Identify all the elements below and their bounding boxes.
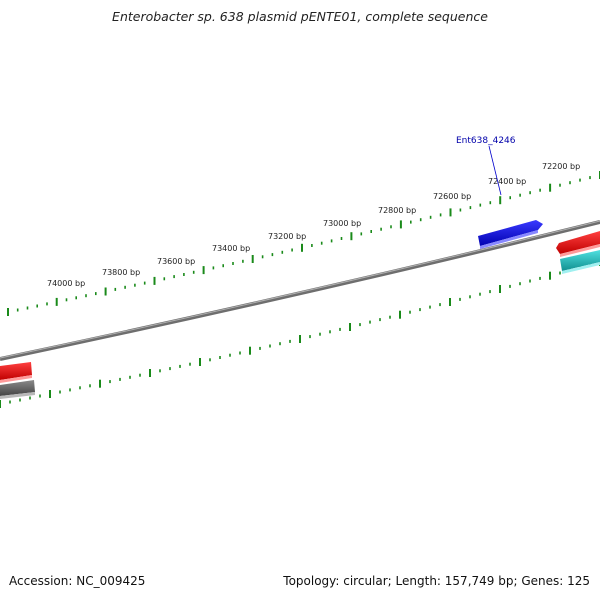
gene-forward-red-left[interactable] <box>0 362 32 383</box>
scale-label-74000: 74000 bp <box>47 279 85 288</box>
scale-label-72600: 72600 bp <box>433 192 471 201</box>
accession-text: Accession: NC_009425 <box>9 574 146 588</box>
gene-reverse-cyan-right[interactable] <box>560 250 600 274</box>
scale-label-73600: 73600 bp <box>157 257 195 266</box>
gene-label-leader-line <box>488 145 502 196</box>
map-title: Enterobacter sp. 638 plasmid pENTE01, co… <box>112 9 488 24</box>
scale-label-72400: 72400 bp <box>488 177 526 186</box>
scale-label-72200: 72200 bp <box>542 162 580 171</box>
outer-tick-ring <box>7 171 600 316</box>
plasmid-backbone <box>0 220 600 361</box>
scale-label-73400: 73400 bp <box>212 244 250 253</box>
inner-tick-ring <box>0 258 600 408</box>
gene-ent638-4246[interactable] <box>478 220 543 249</box>
scale-label-73200: 73200 bp <box>268 232 306 241</box>
scale-label-73800: 73800 bp <box>102 268 140 277</box>
plasmid-backbone-highlight <box>0 220 600 359</box>
gene-reverse-gray-left[interactable] <box>0 380 35 399</box>
scale-label-72800: 72800 bp <box>378 206 416 215</box>
gene-forward-red-right[interactable] <box>556 231 600 257</box>
scale-label-73000: 73000 bp <box>323 219 361 228</box>
topology-summary-text: Topology: circular; Length: 157,749 bp; … <box>283 574 590 588</box>
gene-label-ent638-4246[interactable]: Ent638_4246 <box>456 136 516 146</box>
